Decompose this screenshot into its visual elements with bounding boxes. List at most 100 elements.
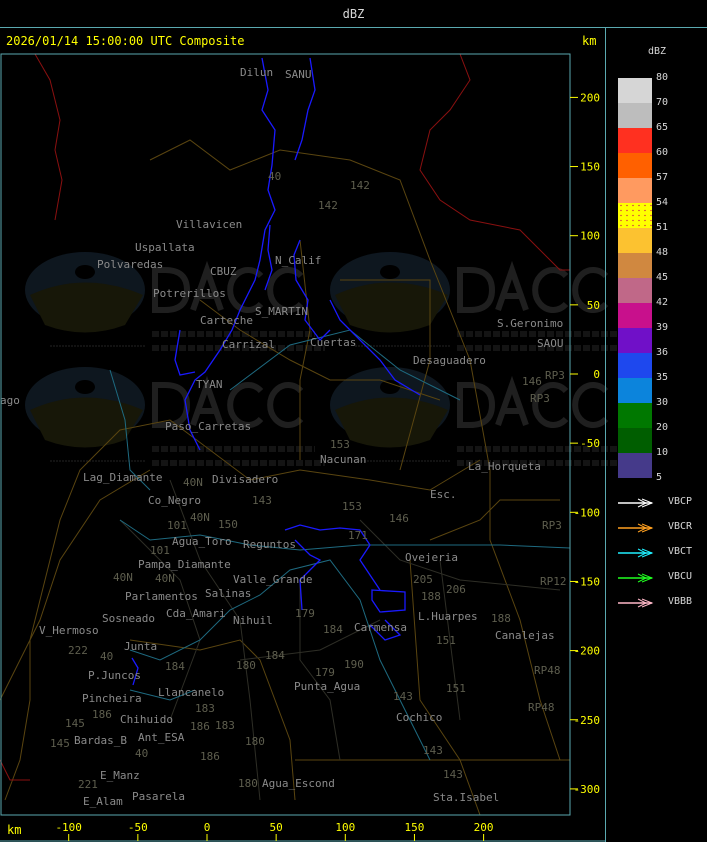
place-label: Bardas_B <box>74 734 127 747</box>
color-swatch <box>618 328 652 353</box>
place-label: S.Geronimo <box>497 317 563 330</box>
x-tick-label: -100 <box>55 821 82 834</box>
level-label: 45 <box>656 272 669 283</box>
arrow-icon <box>618 548 654 558</box>
legend-unit: dBZ <box>648 46 667 57</box>
route-label: 143 <box>252 494 272 507</box>
route-label: 171 <box>348 529 368 542</box>
level-label: 57 <box>656 172 669 183</box>
place-label: Divisadero <box>212 473 278 486</box>
y-tick-label: 50 <box>587 299 600 312</box>
level-label: 54 <box>656 197 669 208</box>
dacc-wordmark <box>457 375 609 428</box>
route-label: 40 <box>100 650 113 663</box>
route-label: 40 <box>268 170 281 183</box>
route-label: RP12 <box>540 575 567 588</box>
place-label: Sosneado <box>102 612 155 625</box>
color-swatch <box>618 253 652 278</box>
route-label: 40N <box>155 572 175 585</box>
color-swatch <box>618 303 652 328</box>
place-label: Parlamentos <box>125 590 198 603</box>
level-label: 36 <box>656 347 669 358</box>
place-label: Lag_Diamante <box>83 471 162 484</box>
route-label: 146 <box>522 375 542 388</box>
dacc-wordmark <box>152 260 304 313</box>
place-label: Llancanelo <box>158 686 224 699</box>
route-label: 40 <box>135 747 148 760</box>
route-label: 142 <box>318 199 338 212</box>
route-label: RP3 <box>542 519 562 532</box>
radar-name: VBCP <box>668 496 693 507</box>
color-swatch <box>618 128 652 153</box>
place-label: Ant_ESA <box>138 731 185 744</box>
level-label: 60 <box>656 147 669 158</box>
place-label: V_Hermoso <box>39 624 99 637</box>
route-label: 101 <box>150 544 170 557</box>
route-label: 143 <box>423 744 443 757</box>
route-label: 180 <box>236 659 256 672</box>
route-labels: 40 142 142 153 143 153 146 150 101 171 205 206 188 15… <box>50 170 567 791</box>
dacc-wordmark <box>152 375 304 428</box>
y-tick-label: -200 <box>574 645 601 658</box>
route-label: 151 <box>436 634 456 647</box>
place-label: Chihuido <box>120 713 173 726</box>
route-label: 183 <box>195 702 215 715</box>
x-tick-label: 150 <box>405 821 425 834</box>
place-label: TYAN <box>196 378 223 391</box>
route-label: 205 <box>413 573 433 586</box>
route-label: 180 <box>238 777 258 790</box>
route-label: 184 <box>323 623 343 636</box>
color-swatch <box>618 353 652 378</box>
y-axis: 200 150 100 50 0 -50 -100 -150 -200 -250 -300 <box>570 91 600 796</box>
y-tick-label: 100 <box>580 230 600 243</box>
level-label: 65 <box>656 122 669 133</box>
y-tick-label: -150 <box>574 575 601 588</box>
x-tick-label: -50 <box>128 821 148 834</box>
y-tick-label: 200 <box>580 91 600 104</box>
arrow-icon <box>618 598 654 608</box>
route-label: 143 <box>443 768 463 781</box>
route-label: 183 <box>215 719 235 732</box>
level-label: 20 <box>656 422 669 433</box>
y-axis-unit: km <box>582 34 597 48</box>
radar-legend-item: VBCT <box>618 546 707 560</box>
place-label: Carmensa <box>354 621 407 634</box>
level-label: 35 <box>656 372 669 383</box>
place-label: Cochico <box>396 711 442 724</box>
color-swatch <box>618 378 652 403</box>
color-swatch <box>618 153 652 178</box>
place-label: Pincheira <box>82 692 142 705</box>
route-label: RP3 <box>545 369 565 382</box>
route-label: RP48 <box>534 664 561 677</box>
route-label: 221 <box>78 778 98 791</box>
route-label: 40N <box>183 476 203 489</box>
dacc-logo <box>25 367 325 466</box>
route-label: 153 <box>342 500 362 513</box>
route-label: 188 <box>421 590 441 603</box>
route-label: 101 <box>167 519 187 532</box>
route-label: 222 <box>68 644 88 657</box>
route-label: RP3 <box>530 392 550 405</box>
place-label: Canalejas <box>495 629 555 642</box>
y-tick-label: 150 <box>580 161 600 174</box>
header-title: dBZ <box>0 0 707 28</box>
route-label: 188 <box>491 612 511 625</box>
y-tick-label: -300 <box>574 783 601 796</box>
level-label: 70 <box>656 97 669 108</box>
place-label: Pampa_Diamante <box>138 558 231 571</box>
route-label: 150 <box>218 518 238 531</box>
color-swatch <box>618 428 652 453</box>
place-label: Nihuil <box>233 614 273 627</box>
color-swatch <box>618 103 652 128</box>
place-label: P.Juncos <box>88 669 141 682</box>
radar-name: VBCR <box>668 521 693 532</box>
route-label: 40N <box>190 511 210 524</box>
place-label: ago <box>0 394 20 407</box>
place-label: Pasarela <box>132 790 185 803</box>
route-label: 142 <box>350 179 370 192</box>
level-label: 80 <box>656 72 669 83</box>
radar-legend-item: VBCP <box>618 496 707 510</box>
legend-panel: dBZ 80 70 65 60 57 54 51 48 45 42 39 36 35 30 20 10 5 VB… <box>605 28 707 842</box>
radar-name: VBBB <box>668 596 693 607</box>
